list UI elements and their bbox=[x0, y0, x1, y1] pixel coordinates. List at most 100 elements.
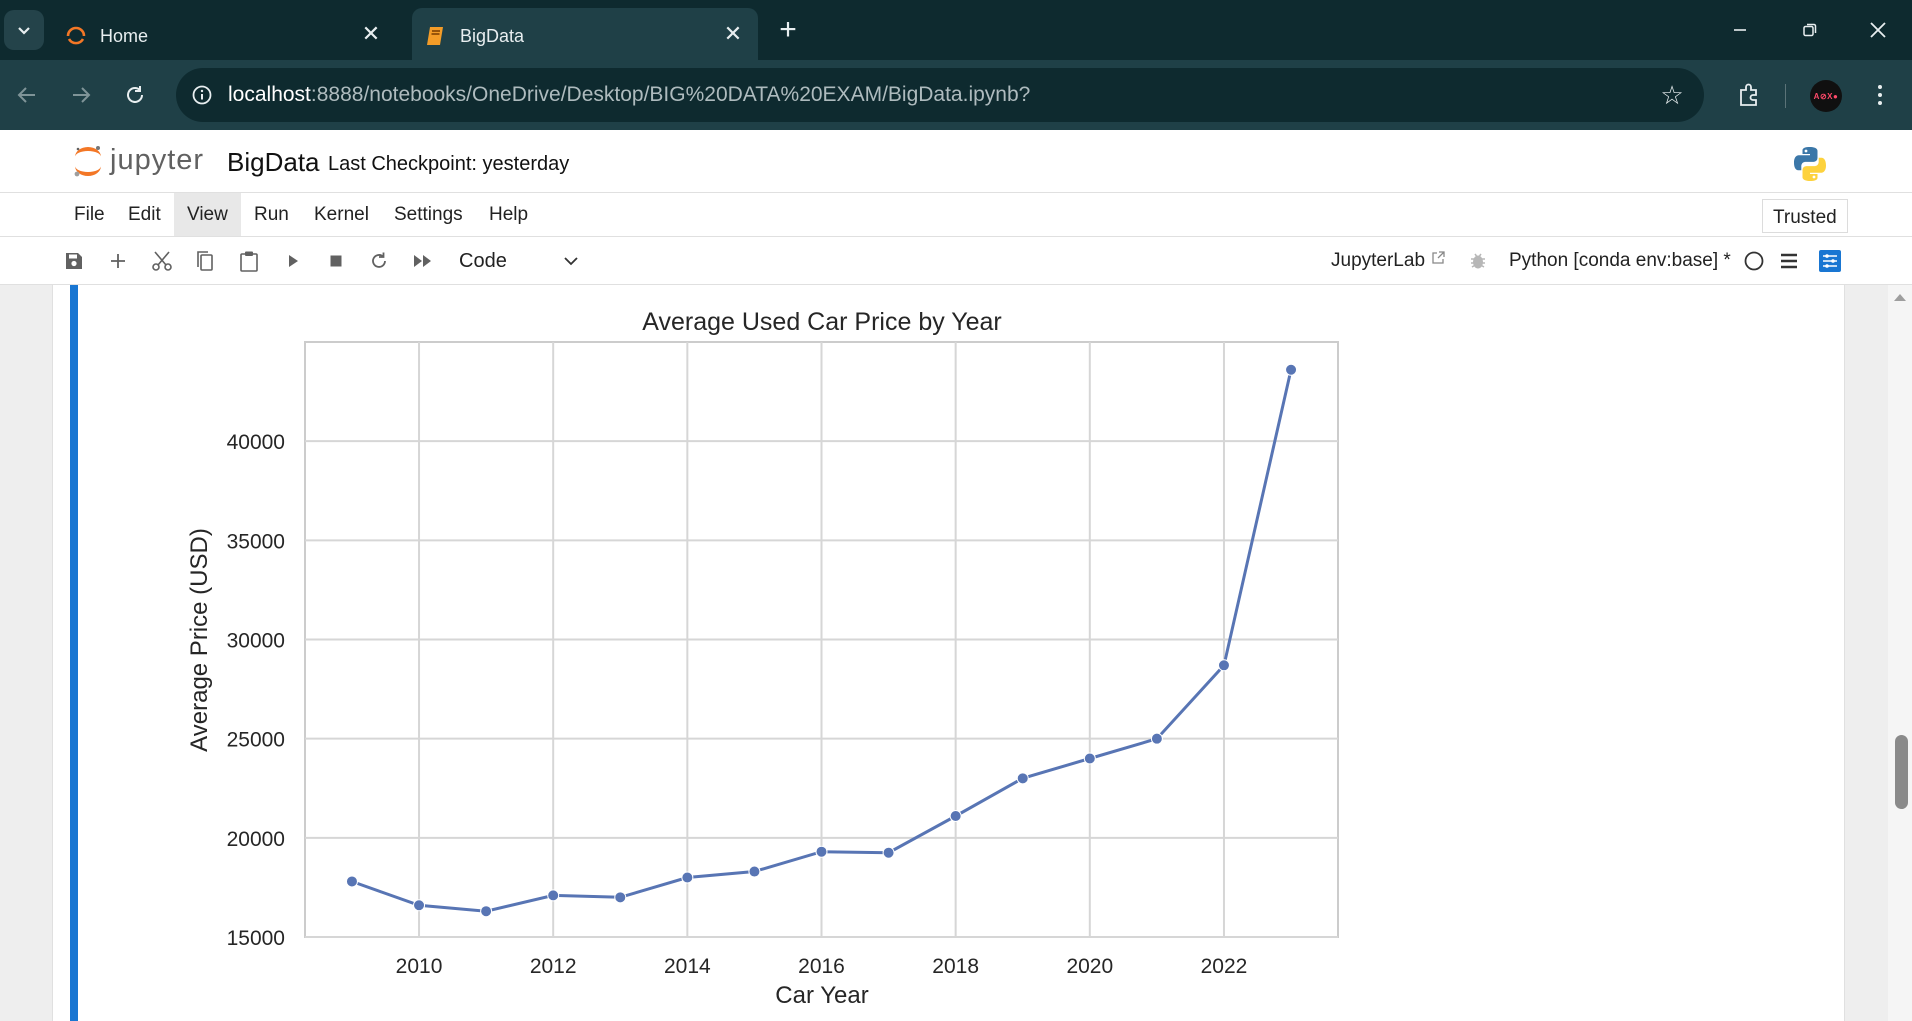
close-icon bbox=[1870, 22, 1886, 38]
data-point bbox=[815, 845, 828, 858]
arrow-left-icon bbox=[17, 87, 35, 103]
jupyter-logo-icon bbox=[74, 146, 101, 177]
interrupt-kernel-button[interactable] bbox=[322, 247, 350, 275]
close-icon[interactable]: ✕ bbox=[361, 21, 381, 46]
notebook-icon bbox=[427, 27, 443, 45]
bug-icon bbox=[1471, 253, 1485, 269]
menu-view[interactable]: View bbox=[174, 193, 241, 236]
browser-toolbar: localhost:8888/notebooks/OneDrive/Deskto… bbox=[0, 60, 1912, 130]
tab-bigdata[interactable]: BigData ✕ bbox=[412, 8, 758, 60]
menu-run[interactable]: Run bbox=[254, 204, 289, 225]
debugger-button[interactable] bbox=[1464, 247, 1492, 275]
x-tick-label: 2012 bbox=[530, 955, 577, 978]
reload-button[interactable] bbox=[116, 76, 154, 114]
restore-icon bbox=[1803, 23, 1817, 37]
toc-button[interactable] bbox=[1775, 247, 1803, 275]
x-tick-label: 2014 bbox=[664, 955, 711, 978]
data-point bbox=[1150, 732, 1163, 745]
chart-title: Average Used Car Price by Year bbox=[642, 308, 1001, 336]
arrow-right-icon bbox=[73, 87, 91, 103]
jupyter-header: jupyter BigData Last Checkpoint: yesterd… bbox=[0, 130, 1912, 193]
data-point bbox=[345, 875, 358, 888]
tab-title: Home bbox=[100, 26, 149, 46]
python-logo-icon bbox=[1794, 147, 1826, 181]
kernel-name[interactable]: Python [conda env:base] * bbox=[1509, 250, 1731, 271]
fast-forward-icon bbox=[414, 255, 431, 267]
kernel-status-indicator bbox=[1740, 247, 1768, 275]
close-window-button[interactable] bbox=[1856, 10, 1900, 50]
url-host: localhost bbox=[228, 83, 311, 106]
save-icon bbox=[66, 253, 82, 269]
chevron-down-icon bbox=[18, 27, 30, 35]
minimize-button[interactable] bbox=[1718, 10, 1762, 50]
clipboard-icon bbox=[240, 251, 258, 272]
y-tick-label: 30000 bbox=[227, 630, 285, 653]
new-tab-button[interactable]: + bbox=[772, 13, 804, 46]
data-point bbox=[882, 846, 895, 859]
external-link-icon bbox=[1432, 251, 1445, 264]
address-bar[interactable]: localhost:8888/notebooks/OneDrive/Deskto… bbox=[176, 68, 1704, 122]
jupyter-wordmark: jupyter bbox=[110, 144, 205, 176]
y-tick-label: 15000 bbox=[227, 927, 285, 950]
menu-help[interactable]: Help bbox=[489, 204, 529, 225]
cut-button[interactable] bbox=[148, 247, 176, 275]
menu-file[interactable]: File bbox=[74, 204, 105, 225]
close-icon[interactable]: ✕ bbox=[723, 21, 743, 46]
profile-avatar[interactable]: A⊘X● bbox=[1810, 80, 1842, 112]
x-tick-label: 2016 bbox=[798, 955, 845, 978]
plus-icon bbox=[111, 254, 125, 268]
stop-icon bbox=[330, 255, 342, 267]
restart-run-all-button[interactable] bbox=[409, 247, 437, 275]
url-text[interactable]: localhost:8888/notebooks/OneDrive/Deskto… bbox=[228, 83, 1030, 107]
data-point bbox=[748, 865, 761, 878]
settings-sliders-icon bbox=[1819, 250, 1841, 272]
paste-button[interactable] bbox=[235, 247, 263, 275]
vertical-scrollbar[interactable] bbox=[1888, 285, 1912, 1021]
data-point bbox=[681, 871, 694, 884]
y-axis-label: Average Price (USD) bbox=[186, 528, 213, 752]
forward-button[interactable] bbox=[62, 76, 100, 114]
list-icon bbox=[1781, 253, 1797, 269]
jupyter-logo[interactable]: jupyter bbox=[72, 144, 212, 178]
copy-button[interactable] bbox=[191, 247, 219, 275]
cell-type-value: Code bbox=[459, 250, 507, 272]
run-cell-button[interactable] bbox=[279, 247, 307, 275]
extensions-icon[interactable] bbox=[1732, 78, 1766, 112]
data-point bbox=[949, 810, 962, 823]
scrollbar-thumb[interactable] bbox=[1895, 735, 1908, 809]
trusted-indicator[interactable]: Trusted bbox=[1762, 199, 1848, 233]
notebook-title[interactable]: BigData bbox=[227, 147, 320, 177]
minimize-icon bbox=[1734, 29, 1746, 31]
site-info-icon[interactable] bbox=[188, 81, 216, 109]
data-point bbox=[1016, 772, 1029, 785]
cell-type-select[interactable]: Code bbox=[450, 246, 580, 276]
restore-button[interactable] bbox=[1788, 10, 1832, 50]
menu-edit[interactable]: Edit bbox=[128, 204, 161, 225]
x-tick-label: 2018 bbox=[932, 955, 979, 978]
scroll-up-arrow-icon[interactable] bbox=[1890, 289, 1910, 305]
menu-settings[interactable]: Settings bbox=[394, 204, 463, 225]
x-tick-label: 2022 bbox=[1201, 955, 1248, 978]
url-path: :8888/notebooks/OneDrive/Desktop/BIG%20D… bbox=[310, 83, 1031, 106]
browser-menu-icon[interactable] bbox=[1866, 78, 1894, 112]
tick-labels: 2010 2012 2014 2016 2018 2020 2022 15000 20000 25… bbox=[227, 431, 1248, 978]
last-checkpoint: Last Checkpoint: yesterday bbox=[328, 153, 570, 175]
bookmark-star-icon[interactable]: ☆ bbox=[1660, 79, 1684, 110]
open-jupyterlab-link[interactable]: JupyterLab bbox=[1331, 250, 1446, 272]
data-point bbox=[547, 889, 560, 902]
back-button[interactable] bbox=[8, 76, 46, 114]
x-tick-label: 2020 bbox=[1066, 955, 1113, 978]
tab-search-button[interactable] bbox=[4, 10, 44, 50]
insert-cell-button[interactable] bbox=[104, 247, 132, 275]
tab-home[interactable]: Home ✕ bbox=[52, 8, 396, 60]
property-inspector-button[interactable] bbox=[1816, 247, 1844, 275]
data-point bbox=[1083, 752, 1096, 765]
y-tick-label: 25000 bbox=[227, 729, 285, 752]
menu-kernel[interactable]: Kernel bbox=[314, 204, 369, 225]
y-tick-label: 40000 bbox=[227, 431, 285, 454]
restart-kernel-button[interactable] bbox=[365, 247, 393, 275]
scissors-icon bbox=[152, 251, 172, 271]
save-button[interactable] bbox=[60, 247, 88, 275]
data-point bbox=[413, 899, 426, 912]
plus-icon: + bbox=[779, 13, 797, 46]
